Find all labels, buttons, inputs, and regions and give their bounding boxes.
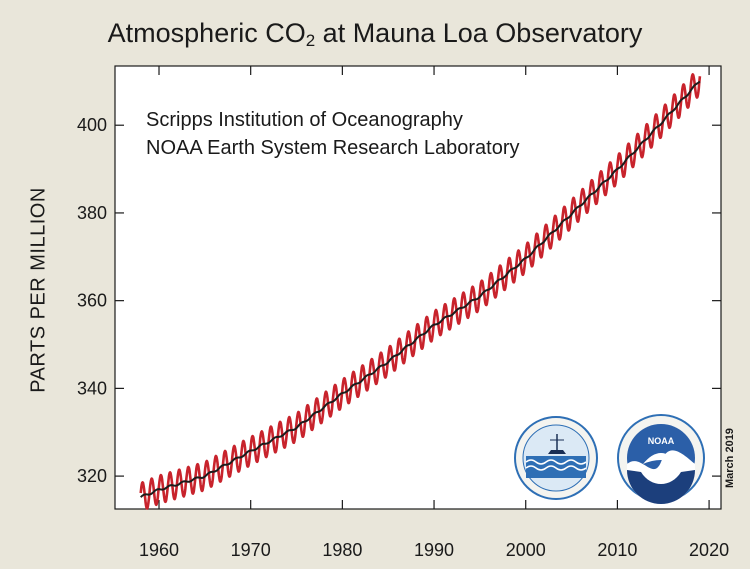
chart-title-rest: at Mauna Loa Observatory	[315, 18, 643, 48]
chart-title-subscript: 2	[305, 31, 316, 50]
y-tick-label: 320	[77, 466, 107, 486]
y-tick-label: 380	[77, 203, 107, 223]
date-label: March 2019	[724, 428, 736, 488]
y-tick-label: 340	[77, 378, 107, 398]
x-tick-label: 1960	[139, 540, 179, 560]
plot-area	[114, 65, 722, 510]
series-monthly-co2-line	[139, 73, 702, 510]
scripps-logo	[514, 416, 598, 500]
y-tick-label: 360	[77, 291, 107, 311]
chart-title: Atmospheric CO2 at Mauna Loa Observatory	[0, 18, 750, 51]
axis-ticks: 1960 1970 1980 1990 2000 2010 2020 320 340 360 380…	[77, 66, 729, 560]
data-series	[139, 73, 702, 510]
annotation-scripps: Scripps Institution of Oceanography	[146, 109, 463, 131]
x-tick-label: 2000	[506, 540, 546, 560]
x-tick-label: 2020	[689, 540, 729, 560]
x-tick-label: 1970	[231, 540, 271, 560]
annotation-noaa: NOAA Earth System Research Laboratory	[146, 137, 520, 159]
x-tick-label: 1980	[322, 540, 362, 560]
series-trend-line	[140, 80, 701, 498]
x-tick-label: 1990	[414, 540, 454, 560]
noaa-logo: NOAA	[617, 414, 705, 504]
x-tick-label: 2010	[597, 540, 637, 560]
svg-text:NOAA: NOAA	[648, 436, 675, 446]
chart-title-main: Atmospheric CO	[107, 18, 306, 48]
y-tick-label: 400	[77, 115, 107, 135]
